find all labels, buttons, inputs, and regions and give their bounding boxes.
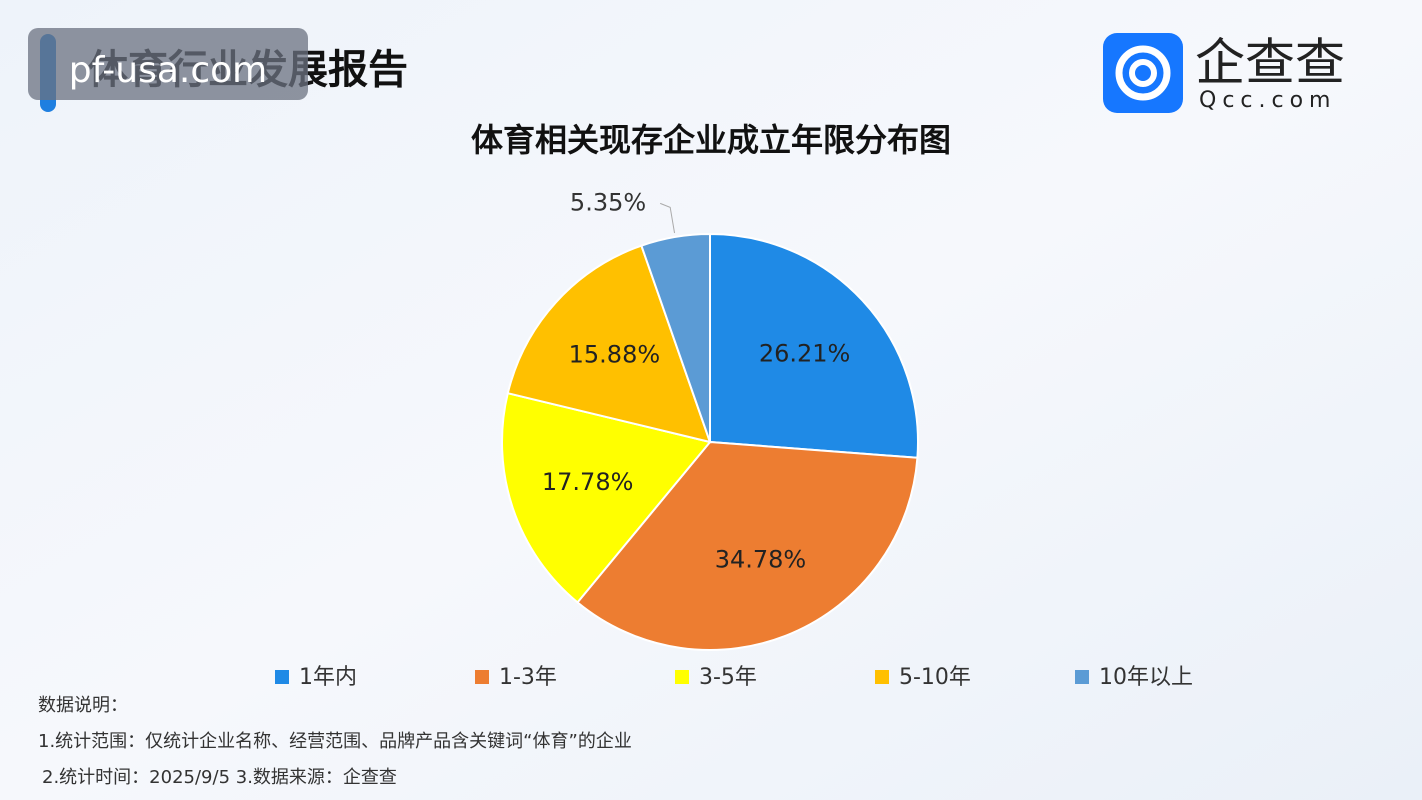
pie-slice: [501, 391, 712, 604]
watermark-box: [28, 28, 308, 100]
notes: 数据说明： 1.统计范围：仅统计企业名称、经营范围、品牌产品含关键词“体育”的企业…: [38, 695, 632, 788]
data-label: 26.21%: [759, 339, 851, 367]
legend-swatch: [875, 670, 889, 684]
legend-label: 10年以上: [1099, 665, 1193, 690]
legend-swatch: [1075, 670, 1089, 684]
logo-inner: [1129, 59, 1157, 87]
logo-name: 企查查: [1195, 34, 1345, 92]
note: 1.统计范围：仅统计企业名称、经营范围、品牌产品含关键词“体育”的企业: [38, 731, 632, 752]
legend-swatch: [275, 670, 289, 684]
legend-label: 1年内: [299, 665, 357, 690]
legend-label: 5-10年: [899, 665, 971, 690]
pie: 26.21% 34.78% 17.78% 15.88% 5.35%: [501, 188, 919, 651]
pie-slice: [506, 244, 712, 444]
pie-slice: [576, 440, 919, 651]
data-label: 34.78%: [715, 546, 807, 574]
pie-slice: [640, 232, 711, 443]
data-label: 15.88%: [569, 340, 661, 368]
watermark: pf-usa.com: [69, 50, 268, 91]
logo-icon: [1103, 33, 1183, 113]
legend-swatch: [475, 670, 489, 684]
data-label: 5.35%: [570, 188, 646, 216]
logo-domain: Qcc.com: [1199, 88, 1337, 113]
leader-line: [660, 202, 676, 234]
pie-slice: [709, 232, 919, 459]
legend-label: 1-3年: [499, 665, 557, 690]
legend-label: 3-5年: [699, 665, 757, 690]
legend-swatch: [675, 670, 689, 684]
note: 2.统计时间：2025/9/5 3.数据来源：企查查: [42, 767, 397, 788]
data-label: 17.78%: [542, 468, 634, 496]
note: 数据说明：: [38, 695, 128, 716]
logo-ring: [1115, 45, 1171, 101]
legend: 1年内 1-3年 3-5年 5-10年 10年以上: [275, 665, 1193, 690]
chart-title: 体育相关现存企业成立年限分布图: [471, 121, 951, 159]
